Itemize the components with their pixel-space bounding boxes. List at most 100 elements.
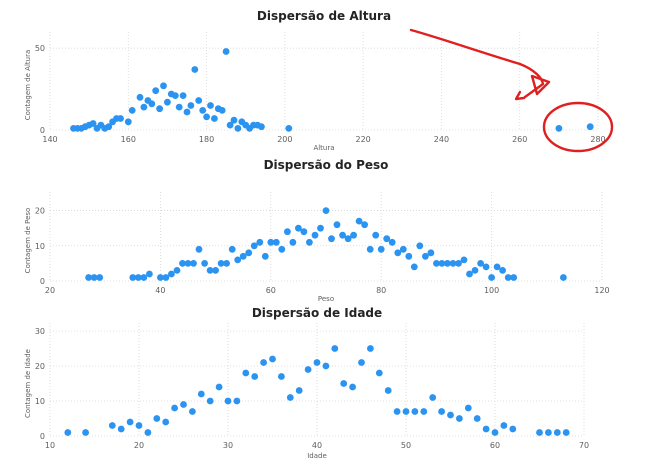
y-tick-label: 20 (35, 362, 45, 371)
data-point (460, 256, 468, 264)
data-point (411, 408, 419, 415)
data-point (560, 274, 567, 281)
data-point (168, 270, 175, 278)
data-point (350, 231, 357, 239)
data-point (358, 359, 365, 366)
data-point (222, 48, 230, 55)
data-point (455, 260, 462, 267)
data-point (124, 118, 132, 126)
data-point (344, 235, 352, 243)
data-point (349, 383, 356, 391)
data-point (228, 245, 236, 253)
data-point (313, 359, 321, 366)
data-point (269, 355, 276, 363)
x-tick-label: 200 (277, 135, 292, 144)
data-point (199, 107, 207, 114)
x-tick-label: 70 (579, 441, 589, 450)
data-point (322, 207, 330, 215)
data-point (203, 113, 211, 121)
data-point (366, 245, 374, 253)
data-point (306, 238, 313, 246)
data-point (377, 245, 385, 253)
data-point (105, 123, 113, 131)
data-point (278, 245, 286, 253)
data-point (179, 260, 186, 267)
data-point (410, 263, 418, 271)
y-axis-label: Contagem de Peso (24, 208, 32, 274)
data-point (218, 107, 226, 114)
data-point (140, 103, 148, 111)
data-point (278, 373, 285, 380)
data-point (331, 345, 339, 352)
data-point (295, 387, 303, 394)
x-tick-label: 20 (45, 286, 55, 295)
data-point (464, 404, 472, 412)
data-point (197, 390, 205, 398)
data-point (134, 274, 142, 281)
data-point (256, 238, 264, 246)
y-tick-label: 50 (35, 44, 45, 53)
data-point (223, 260, 231, 267)
data-point (553, 429, 561, 436)
data-point (393, 408, 401, 415)
y-tick-label: 10 (35, 397, 45, 406)
data-point (234, 256, 242, 264)
x-tick-label: 180 (199, 135, 214, 144)
data-point (195, 97, 203, 104)
data-point (156, 105, 164, 113)
data-point (206, 267, 214, 274)
chart-title: Dispersão do Peso (264, 158, 389, 172)
data-point (340, 380, 348, 387)
x-tick-label: 220 (356, 135, 371, 144)
data-point (322, 362, 330, 370)
data-point (456, 415, 463, 422)
data-point (304, 366, 312, 373)
data-point (536, 429, 543, 436)
data-point (136, 93, 144, 101)
data-point (562, 429, 570, 436)
x-tick-label: 40 (155, 286, 165, 295)
data-point (82, 429, 89, 436)
data-point (500, 422, 508, 429)
data-point (146, 270, 153, 278)
data-point (89, 120, 97, 127)
data-point (449, 260, 457, 267)
data-point (261, 252, 269, 260)
x-tick-label: 160 (121, 135, 136, 144)
x-tick-label: 260 (512, 135, 527, 144)
y-tick-label: 0 (40, 432, 45, 441)
data-point (160, 82, 167, 90)
data-point (195, 245, 203, 253)
data-point (402, 408, 410, 415)
data-point (152, 87, 160, 95)
data-point (355, 217, 363, 225)
data-point (339, 231, 346, 239)
data-point (311, 231, 319, 239)
x-tick-label: 140 (42, 135, 57, 144)
data-point (586, 123, 594, 131)
data-point (173, 267, 181, 274)
data-point (482, 263, 490, 271)
x-tick-label: 60 (266, 286, 276, 295)
data-point (157, 274, 164, 281)
data-point (286, 394, 294, 401)
data-point (187, 102, 195, 109)
data-point (190, 260, 197, 267)
y-tick-label: 30 (35, 327, 45, 336)
data-point (126, 418, 134, 426)
data-point (201, 260, 209, 267)
data-point (482, 425, 490, 433)
data-point (191, 66, 199, 73)
data-point (438, 408, 445, 415)
x-axis-label: Peso (318, 295, 334, 303)
data-point (153, 415, 161, 422)
data-point (260, 359, 267, 366)
data-point (405, 252, 413, 260)
data-point (300, 228, 308, 236)
x-tick-label: 60 (490, 441, 500, 450)
data-point (328, 235, 335, 243)
x-tick-label: 80 (376, 286, 386, 295)
data-point (226, 121, 234, 129)
y-tick-label: 20 (35, 207, 45, 216)
data-point (361, 221, 368, 229)
